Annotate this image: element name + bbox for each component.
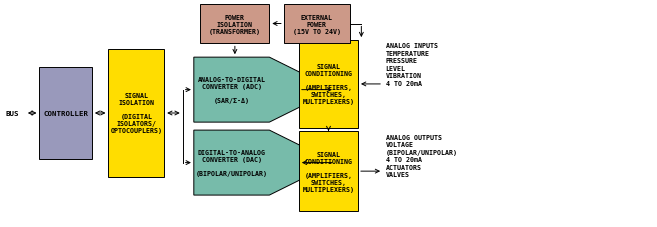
- Bar: [299, 41, 358, 128]
- Bar: [39, 68, 92, 159]
- Text: BUS: BUS: [5, 111, 19, 116]
- Bar: [299, 132, 358, 211]
- Polygon shape: [194, 58, 335, 123]
- Bar: [284, 5, 350, 44]
- Text: CONTROLLER: CONTROLLER: [43, 111, 88, 116]
- Polygon shape: [194, 131, 335, 195]
- Text: SIGNAL
ISOLATION

(DIGITAL
ISOLATORS/
OPTOCOUPLERS): SIGNAL ISOLATION (DIGITAL ISOLATORS/ OPT…: [110, 93, 162, 134]
- Text: ANALOG INPUTS
TEMPERATURE
PRESSURE
LEVEL
VIBRATION
4 TO 20mA: ANALOG INPUTS TEMPERATURE PRESSURE LEVEL…: [386, 43, 438, 86]
- Text: ANALOG-TO-DIGITAL
CONVERTER (ADC)

(SAR/Σ-Δ): ANALOG-TO-DIGITAL CONVERTER (ADC) (SAR/Σ…: [198, 77, 265, 104]
- Text: DIGITAL-TO-ANALOG
CONVERTER (DAC)

(BIPOLAR/UNIPOLAR): DIGITAL-TO-ANALOG CONVERTER (DAC) (BIPOL…: [196, 149, 267, 176]
- Text: POWER
ISOLATION
(TRANSFORMER): POWER ISOLATION (TRANSFORMER): [209, 15, 261, 34]
- Text: SIGNAL
CONDITIONING

(AMPLIFIERS,
SWITCHES,
MULTIPLEXERS): SIGNAL CONDITIONING (AMPLIFIERS, SWITCHE…: [302, 151, 355, 192]
- Bar: [200, 5, 269, 44]
- Text: SIGNAL
CONDITIONING

(AMPLIFIERS,
SWITCHES,
MULTIPLEXERS): SIGNAL CONDITIONING (AMPLIFIERS, SWITCHE…: [302, 64, 355, 105]
- Bar: [108, 50, 164, 177]
- Text: ANALOG OUTPUTS
VOLTAGE
(BIPOLAR/UNIPOLAR)
4 TO 20mA
ACTUATORS
VALVES: ANALOG OUTPUTS VOLTAGE (BIPOLAR/UNIPOLAR…: [386, 134, 458, 177]
- Text: EXTERNAL
POWER
(15V TO 24V): EXTERNAL POWER (15V TO 24V): [292, 15, 341, 34]
